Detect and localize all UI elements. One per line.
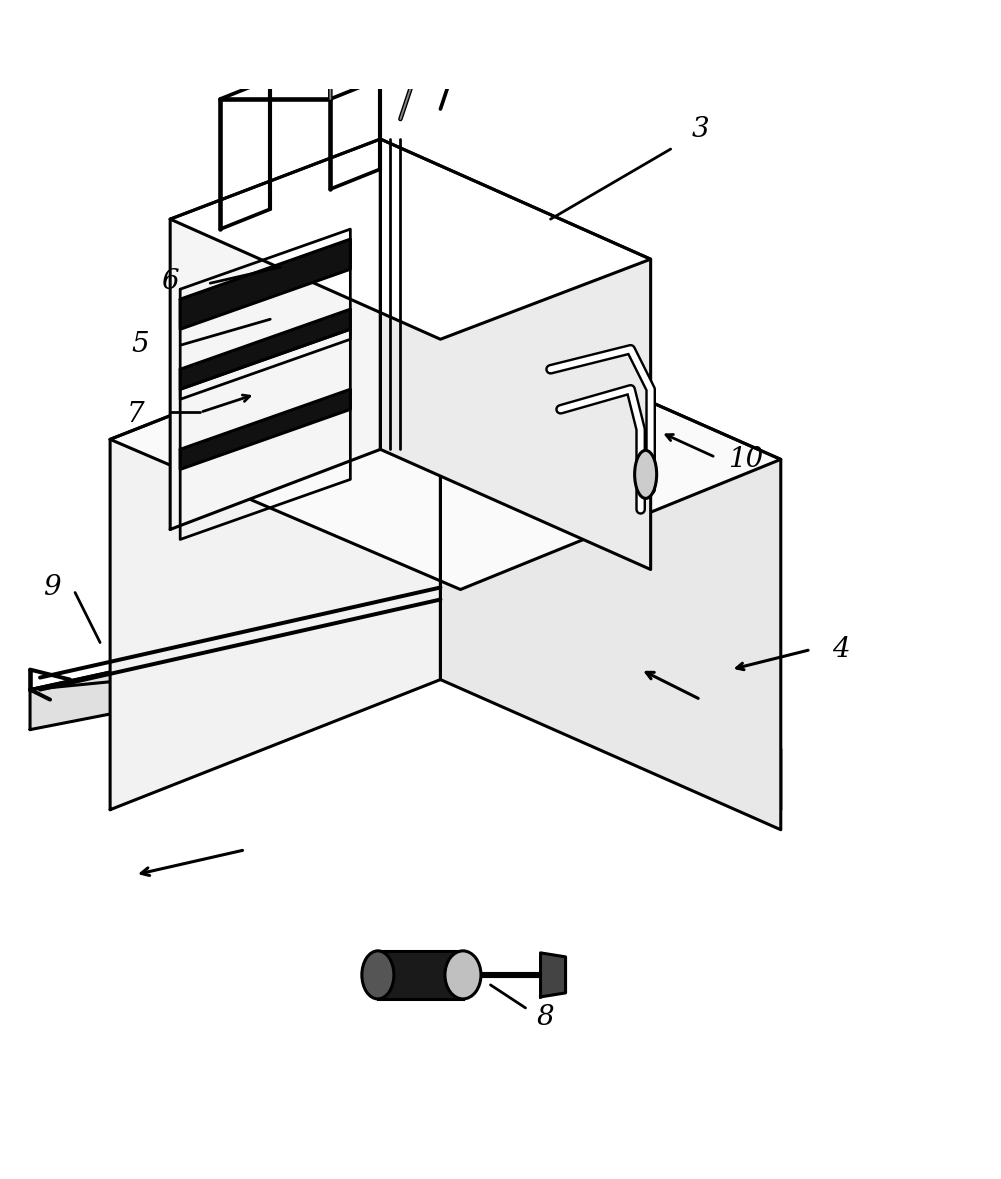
Polygon shape bbox=[110, 309, 440, 810]
Ellipse shape bbox=[635, 450, 657, 499]
Text: 4: 4 bbox=[832, 635, 850, 663]
Text: 5: 5 bbox=[131, 331, 149, 357]
Polygon shape bbox=[170, 139, 380, 529]
Polygon shape bbox=[440, 599, 781, 810]
Text: 10: 10 bbox=[728, 446, 764, 473]
Text: 6: 6 bbox=[161, 268, 179, 295]
Polygon shape bbox=[180, 239, 350, 329]
Polygon shape bbox=[170, 139, 651, 340]
Ellipse shape bbox=[444, 950, 480, 999]
Ellipse shape bbox=[362, 950, 394, 999]
Text: 8: 8 bbox=[537, 1005, 555, 1032]
Polygon shape bbox=[180, 389, 350, 469]
Polygon shape bbox=[30, 599, 781, 750]
Polygon shape bbox=[380, 139, 651, 569]
Polygon shape bbox=[110, 309, 781, 590]
Polygon shape bbox=[30, 599, 440, 730]
Polygon shape bbox=[440, 309, 781, 830]
Polygon shape bbox=[541, 953, 566, 997]
Polygon shape bbox=[180, 309, 350, 389]
FancyBboxPatch shape bbox=[378, 950, 462, 999]
Text: 3: 3 bbox=[692, 116, 710, 143]
Text: 9: 9 bbox=[43, 574, 61, 601]
Text: 7: 7 bbox=[126, 401, 144, 428]
